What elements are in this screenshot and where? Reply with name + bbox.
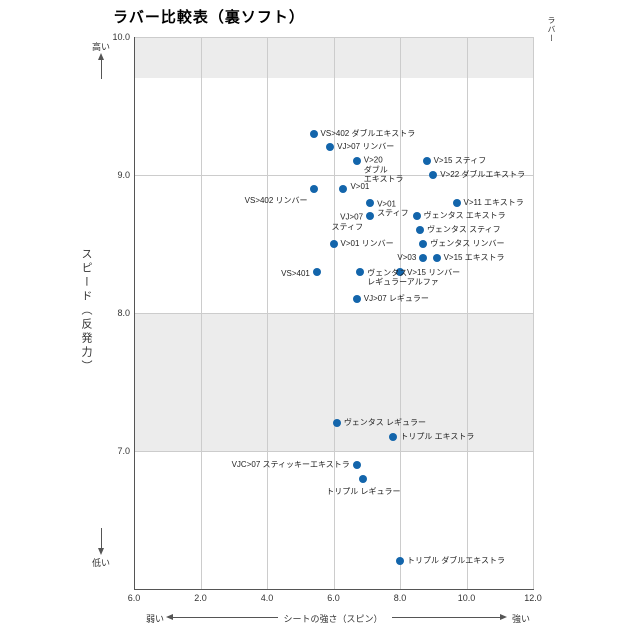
data-point-label: V>01: [350, 182, 370, 191]
gridline-horizontal: [134, 175, 533, 176]
data-point-label: トリプル エキストラ: [400, 432, 475, 442]
data-point: [309, 129, 318, 138]
x-axis-left-arrow-shaft: [172, 617, 278, 618]
data-point-label: ヴェンタス エキストラ: [423, 211, 506, 221]
data-point-label: VS>401: [281, 268, 310, 278]
y-axis-high-label: 高い: [92, 42, 111, 52]
data-point-label: ヴェンタス スティフ: [426, 225, 501, 235]
y-axis-up-arrow-icon: [98, 53, 104, 60]
x-tick-label: 6.0: [127, 593, 141, 603]
x-tick-label: 4.0: [260, 593, 274, 603]
data-point-label: VS>402 リンバー: [244, 196, 308, 205]
data-point-label: V>15 スティフ: [433, 156, 487, 166]
x-axis-right-arrow-shaft: [392, 617, 500, 618]
data-point-label: トリプル ダブルエキストラ: [407, 556, 505, 566]
gridline-vertical: [533, 37, 534, 589]
data-point-label: V>11 エキストラ: [463, 197, 524, 207]
chart-title: ラバー比較表（裏ソフト）: [113, 9, 305, 26]
data-point-label: V>15 リンバー: [407, 267, 461, 277]
data-point: [396, 557, 404, 566]
data-point-label: V>20 ダブル エキストラ: [363, 155, 404, 184]
y-axis-line: [134, 37, 135, 589]
data-point-label: トリプル レギュラー: [326, 486, 401, 496]
data-point: [419, 253, 428, 262]
x-axis-title: シートの強さ（スピン）: [283, 614, 383, 624]
data-point-label: V>22 ダブルエキストラ: [440, 170, 526, 180]
data-point: [422, 157, 431, 166]
y-tick-label: 9.0: [117, 170, 130, 180]
x-axis-right-arrow-icon: [500, 614, 507, 620]
data-point: [429, 171, 438, 179]
x-tick-label: 10.0: [457, 593, 476, 603]
x-axis-strong-label: 強い: [512, 614, 531, 624]
data-point-label: V>15 エキストラ: [443, 253, 505, 262]
data-point: [366, 212, 375, 221]
data-point-label: V>01 スティフ: [377, 199, 409, 218]
data-point-label: VJ>07 レギュラー: [363, 294, 429, 304]
y-axis-low-label: 低い: [92, 558, 111, 568]
data-point: [356, 267, 365, 276]
data-point: [329, 240, 338, 248]
data-point: [366, 198, 375, 207]
data-point-label: V>03: [397, 253, 417, 262]
data-point: [339, 184, 348, 193]
data-point: [326, 143, 335, 152]
data-point-label: VJ>07 リンバー: [337, 142, 395, 152]
y-tick-label: 7.0: [117, 446, 130, 456]
x-tick-label: 8.0: [393, 593, 407, 603]
y-tick-label: 10.0: [112, 32, 130, 42]
data-point-label: VS>402 ダブルエキストラ: [320, 128, 416, 138]
gridline-horizontal: [134, 451, 533, 452]
data-point: [412, 212, 421, 221]
data-point: [415, 226, 424, 235]
data-point-label: ヴェンタス レギュラーアルファ: [367, 268, 439, 287]
data-point: [352, 460, 361, 469]
x-tick-label: 2.0: [194, 593, 207, 603]
y-axis-up-arrow-shaft: [101, 59, 102, 79]
data-point-label: ヴェンタス レギュラー: [343, 418, 427, 428]
data-point: [309, 184, 318, 193]
data-point: [396, 267, 404, 276]
data-point-label: VJC>07 スティッキーエキストラ: [231, 460, 350, 469]
data-point-label: V>01 リンバー: [340, 239, 394, 249]
y-tick-label: 8.0: [117, 308, 130, 318]
x-tick-label: 12.0: [524, 593, 542, 603]
gridline-horizontal: [134, 37, 533, 38]
gridline-horizontal: [134, 313, 533, 314]
x-axis-left-arrow-icon: [166, 614, 173, 620]
data-point-label: ヴェンタス リンバー: [430, 239, 505, 249]
data-point: [419, 240, 428, 248]
right-side-vertical-label: ラバー: [547, 16, 556, 43]
data-point: [359, 474, 368, 483]
data-point: [452, 198, 461, 207]
data-point: [352, 157, 361, 166]
y-axis-down-arrow-shaft: [101, 528, 102, 548]
data-point: [432, 253, 441, 262]
data-point: [332, 419, 341, 428]
y-axis-title: スピード（反発力）: [80, 248, 92, 374]
x-axis-line: [134, 589, 534, 590]
x-axis-weak-label: 弱い: [146, 614, 165, 624]
y-axis-down-arrow-icon: [98, 548, 104, 555]
data-point: [389, 433, 398, 442]
data-point-label: VJ>07 スティフ: [331, 212, 364, 232]
x-tick-label: 6.0: [327, 593, 340, 603]
data-point: [352, 295, 361, 304]
data-point: [312, 267, 321, 276]
